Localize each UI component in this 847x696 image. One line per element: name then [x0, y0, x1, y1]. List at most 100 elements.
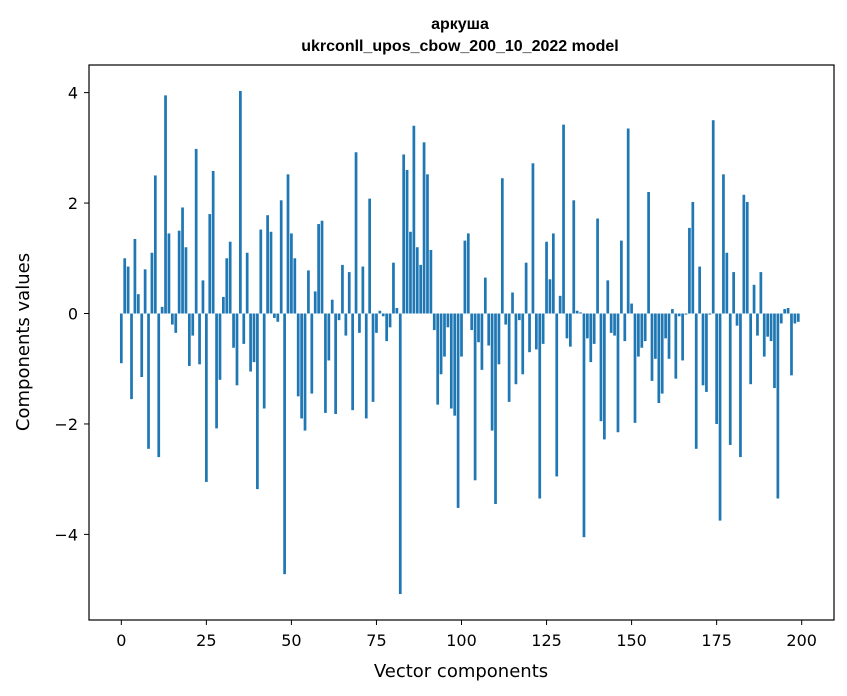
x-tick-label: 25	[196, 631, 216, 650]
bar	[524, 262, 528, 314]
bar	[133, 238, 137, 314]
bar	[140, 313, 144, 378]
bar	[150, 252, 154, 314]
y-axis-ticks: −4 −2 0 2 4	[54, 84, 89, 544]
bar	[174, 313, 178, 333]
bar	[623, 313, 627, 342]
bar	[477, 313, 480, 343]
bar	[609, 313, 613, 333]
bar	[531, 163, 535, 314]
bar	[487, 313, 491, 346]
bar	[436, 313, 440, 405]
bar	[334, 313, 337, 415]
bar	[126, 266, 130, 314]
bar	[725, 252, 729, 314]
bar	[701, 313, 705, 386]
bar	[470, 313, 474, 331]
bar	[654, 313, 657, 359]
bar	[599, 313, 603, 422]
y-tick-label: −4	[54, 525, 78, 544]
bar	[558, 295, 562, 314]
bar	[463, 240, 467, 314]
x-tick-label: 150	[616, 631, 647, 650]
bar	[205, 313, 208, 482]
x-tick-label: 0	[116, 631, 126, 650]
bar	[395, 307, 399, 314]
bar	[538, 313, 542, 499]
bar	[181, 207, 184, 314]
bar	[626, 128, 630, 314]
bar	[147, 313, 150, 449]
bar	[603, 313, 606, 440]
bar	[276, 313, 280, 322]
bar	[742, 194, 746, 314]
x-axis-label: Vector components	[374, 661, 548, 682]
x-tick-label: 50	[281, 631, 301, 650]
bar	[657, 313, 661, 403]
bar	[273, 313, 276, 318]
bar	[320, 220, 324, 314]
bar	[198, 313, 201, 365]
bar	[201, 280, 205, 314]
bar	[330, 299, 334, 314]
bar	[596, 218, 599, 314]
bar	[412, 125, 416, 314]
bar	[439, 313, 443, 375]
bar	[160, 306, 164, 314]
bar	[562, 124, 565, 314]
bar	[136, 294, 140, 314]
bar	[555, 313, 559, 477]
bar	[504, 313, 508, 325]
bar	[388, 313, 392, 328]
bar	[385, 313, 389, 342]
y-tick-label: 4	[68, 84, 78, 103]
bar	[715, 313, 718, 424]
bar	[630, 303, 633, 314]
bar	[381, 313, 385, 317]
bar	[698, 266, 701, 314]
bar	[745, 201, 749, 314]
bar	[279, 200, 283, 314]
bar	[225, 258, 229, 314]
bar	[153, 175, 157, 314]
y-tick-label: 0	[68, 305, 78, 324]
bar	[660, 313, 664, 394]
bar	[443, 313, 446, 357]
bar	[256, 313, 259, 490]
bar	[337, 313, 341, 321]
bar	[249, 313, 252, 372]
bar	[677, 313, 681, 317]
chart-subtitle: ukrconll_upos_cbow_200_10_2022 model	[301, 38, 618, 55]
bar	[517, 313, 521, 321]
bar	[375, 313, 378, 333]
bar	[313, 291, 317, 314]
bar	[507, 313, 511, 402]
bar	[456, 313, 460, 508]
bar	[674, 313, 678, 379]
y-tick-label: 2	[68, 194, 78, 213]
bar	[307, 270, 310, 314]
bar	[194, 148, 198, 314]
x-tick-label: 175	[701, 631, 732, 650]
bar	[718, 313, 722, 521]
bar	[460, 313, 463, 357]
bar	[759, 272, 763, 314]
bar	[143, 269, 147, 314]
bar	[208, 214, 212, 314]
bar	[409, 231, 412, 314]
bar	[259, 229, 263, 314]
bar	[616, 313, 620, 433]
bar	[766, 313, 770, 337]
bar	[232, 313, 235, 348]
bar	[283, 313, 286, 575]
bar	[793, 313, 797, 324]
chart-title: аркуша	[431, 16, 489, 33]
bar	[429, 250, 433, 314]
bar	[419, 264, 423, 314]
bar	[426, 174, 429, 314]
bar	[579, 312, 582, 314]
bar	[432, 313, 436, 331]
bar	[347, 272, 351, 314]
bar	[422, 142, 426, 314]
bar	[215, 313, 218, 429]
